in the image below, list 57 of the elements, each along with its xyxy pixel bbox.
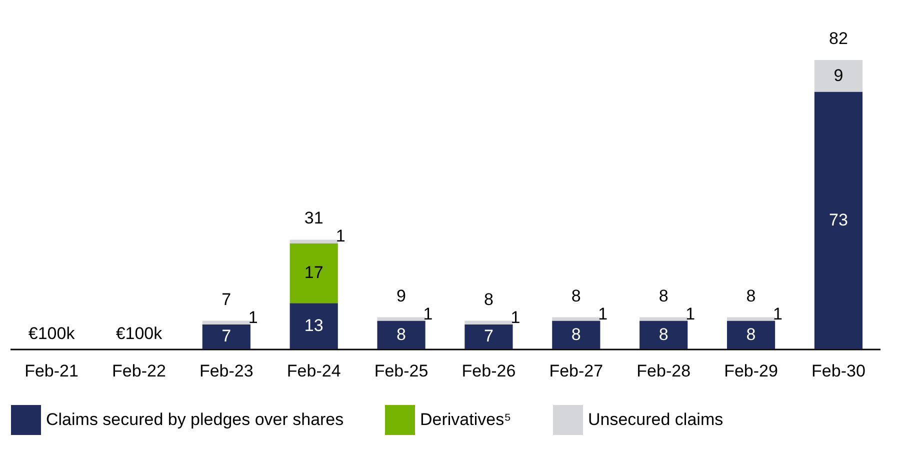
legend-label: Claims secured by pledges over shares <box>46 410 344 429</box>
data-label: 8 <box>746 324 756 344</box>
bar <box>640 320 688 349</box>
data-label: 9 <box>834 66 844 85</box>
x-tick-label: Feb-25 <box>374 362 428 380</box>
annotation: €100k <box>28 324 76 343</box>
data-label: 17 <box>304 263 324 282</box>
total-label: 8 <box>746 286 756 306</box>
total-label: 9 <box>396 286 406 306</box>
legend-label: Unsecured claims <box>588 410 724 429</box>
x-tick-label: Feb-24 <box>286 362 341 380</box>
x-tick-label: Feb-23 <box>199 362 254 380</box>
data-label: 8 <box>396 324 406 344</box>
data-label: 1 <box>248 308 258 327</box>
bar <box>202 320 250 324</box>
bar <box>552 320 600 349</box>
bar <box>640 317 688 321</box>
bar <box>202 324 250 349</box>
bar <box>464 324 513 349</box>
x-tick-label: Feb-22 <box>112 362 166 380</box>
total-label: 8 <box>658 286 668 306</box>
data-label: 1 <box>423 304 433 324</box>
annotation: €100k <box>116 324 163 343</box>
data-label: 13 <box>304 316 324 336</box>
bar <box>814 92 863 349</box>
x-tick-label: Feb-29 <box>724 362 778 380</box>
x-tick-label: Feb-28 <box>636 362 691 380</box>
bar <box>290 243 338 304</box>
data-label: 1 <box>686 304 696 324</box>
bar <box>464 320 513 324</box>
x-tick-label: Feb-30 <box>812 362 866 380</box>
data-label: 1 <box>336 226 346 246</box>
bar <box>726 320 776 349</box>
total-label: 8 <box>571 286 581 306</box>
data-label: 1 <box>773 304 782 324</box>
total-label: 82 <box>829 29 848 48</box>
bar <box>814 60 863 92</box>
total-label: 8 <box>484 290 494 309</box>
x-tick-label: Feb-21 <box>24 362 78 380</box>
bar <box>552 317 600 321</box>
total-label: 31 <box>304 208 324 228</box>
data-label: 8 <box>658 324 668 344</box>
total-label: 7 <box>222 290 232 309</box>
bar <box>377 317 426 321</box>
data-label: 7 <box>222 326 232 346</box>
data-label: 73 <box>829 210 848 230</box>
data-label: 7 <box>484 326 494 346</box>
data-label: 1 <box>510 308 520 327</box>
x-tick-label: Feb-27 <box>549 362 604 380</box>
x-tick-label: Feb-26 <box>462 362 516 380</box>
bar <box>290 303 338 349</box>
data-label: 8 <box>571 324 581 344</box>
legend-label: Derivatives⁵ <box>420 410 512 429</box>
bar <box>377 320 426 349</box>
bar <box>726 317 776 321</box>
bar <box>290 240 338 244</box>
data-label: 1 <box>598 304 608 324</box>
